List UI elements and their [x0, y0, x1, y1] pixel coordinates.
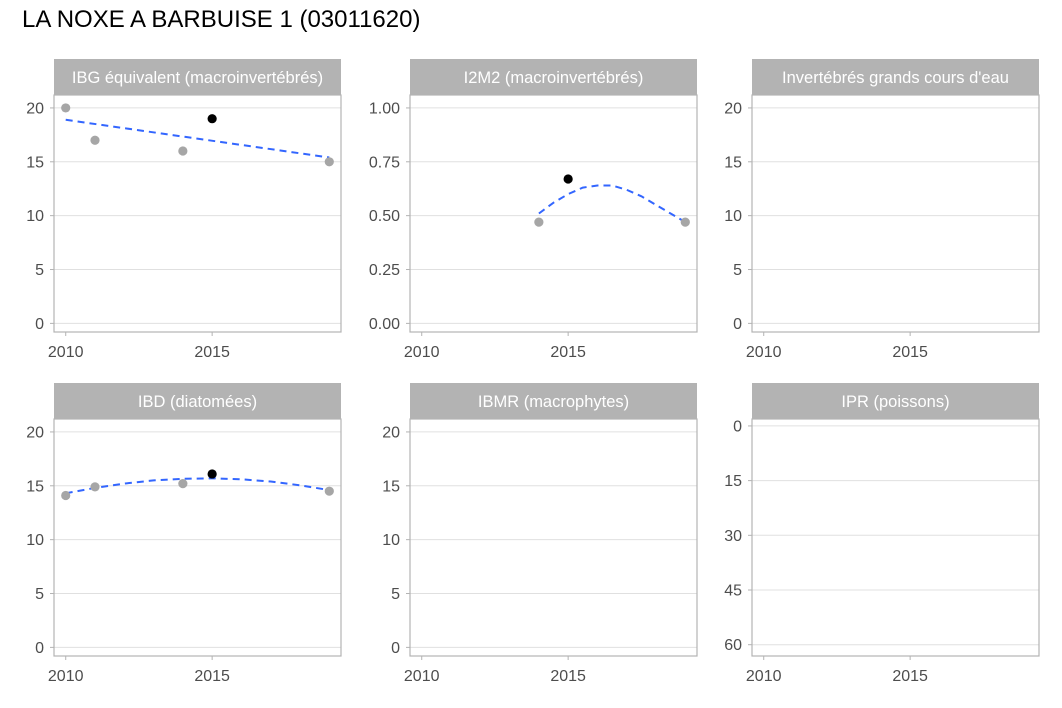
y-tick-label: 15	[26, 478, 44, 495]
facet-title: I2M2 (macroinvertébrés)	[464, 69, 644, 87]
data-point	[178, 479, 188, 489]
x-tick-label: 2010	[746, 344, 782, 361]
facet-strip	[410, 59, 697, 95]
y-tick-label: 10	[724, 208, 742, 225]
y-tick-label: 5	[35, 262, 44, 279]
x-tick-label: 2015	[892, 344, 928, 361]
data-point-highlight	[207, 469, 217, 479]
facet-strip	[752, 59, 1039, 95]
facet-panel: IBMR (macrophytes) 0 5 10 15 20 2010 2015	[382, 383, 698, 685]
y-tick-label: 15	[26, 154, 44, 171]
panel-border	[53, 94, 342, 333]
panel-border	[409, 94, 698, 333]
y-tick-label: 20	[724, 100, 742, 117]
y-tick-label: 20	[26, 100, 44, 117]
y-tick-label: 15	[724, 473, 742, 490]
facet-title: IPR (poissons)	[841, 393, 949, 411]
y-tick-label: 15	[724, 154, 742, 171]
y-tick-label: 30	[724, 528, 742, 545]
facet-panel: I2M2 (macroinvertébrés) 0.00 0.25 0.50 0.75 1…	[369, 59, 698, 361]
y-tick-label: 0.50	[369, 208, 400, 225]
y-tick-label: 60	[724, 637, 742, 654]
data-point	[90, 482, 100, 492]
y-tick-label: 20	[26, 424, 44, 441]
y-tick-label: 45	[724, 583, 742, 600]
facet-title: IBMR (macrophytes)	[478, 393, 629, 411]
facet-title: Invertébrés grands cours d'eau	[782, 69, 1009, 87]
x-tick-label: 2015	[194, 344, 230, 361]
data-point	[61, 103, 71, 113]
y-tick-label: 15	[382, 478, 400, 495]
data-point-highlight	[207, 114, 217, 124]
y-tick-label: 1.00	[369, 100, 400, 117]
data-point	[534, 217, 544, 227]
facet-panel: IBG équivalent (macroinvertébrés) 0 5 10 15 2…	[26, 59, 342, 361]
x-tick-label: 2010	[48, 344, 84, 361]
y-tick-label: 0	[35, 316, 44, 333]
facet-panel: IBD (diatomées) 0 5 10 15 20 2010 2015	[26, 383, 342, 685]
x-tick-label: 2015	[550, 344, 586, 361]
trend-line	[65, 118, 330, 159]
x-tick-label: 2010	[746, 668, 782, 685]
y-tick-label: 0	[733, 316, 742, 333]
x-tick-label: 2010	[404, 344, 440, 361]
y-tick-label: 0.75	[369, 154, 400, 171]
y-tick-label: 20	[382, 424, 400, 441]
y-tick-label: 0.00	[369, 316, 400, 333]
facet-panel: Invertébrés grands cours d'eau 0 5 10 15 20 20…	[724, 59, 1040, 361]
panel-border	[53, 418, 342, 657]
data-point	[680, 217, 690, 227]
data-point	[324, 157, 334, 167]
x-tick-label: 2015	[550, 668, 586, 685]
facet-strip	[54, 383, 341, 419]
x-tick-label: 2010	[404, 668, 440, 685]
panel-border	[751, 418, 1040, 657]
y-tick-label: 5	[391, 586, 400, 603]
y-tick-label: 10	[26, 532, 44, 549]
facet-strip	[752, 383, 1039, 419]
y-tick-label: 5	[733, 262, 742, 279]
trend-line	[538, 184, 686, 223]
y-tick-label: 0	[391, 640, 400, 657]
y-tick-label: 5	[35, 586, 44, 603]
y-tick-label: 10	[382, 532, 400, 549]
x-tick-label: 2010	[48, 668, 84, 685]
data-point	[178, 146, 188, 156]
x-tick-label: 2015	[194, 668, 230, 685]
y-tick-label: 10	[26, 208, 44, 225]
facet-strip	[410, 383, 697, 419]
data-point	[324, 486, 334, 496]
x-tick-label: 2015	[892, 668, 928, 685]
data-point	[90, 135, 100, 145]
facet-title: IBG équivalent (macroinvertébrés)	[72, 69, 323, 87]
facet-strip	[54, 59, 341, 95]
y-tick-label: 0	[733, 418, 742, 435]
panel-border	[751, 94, 1040, 333]
facet-title: IBD (diatomées)	[138, 393, 257, 411]
data-point	[61, 490, 71, 501]
trend-line	[65, 477, 330, 495]
panel-border	[409, 418, 698, 657]
y-tick-label: 0.25	[369, 262, 400, 279]
page-title: LA NOXE A BARBUISE 1 (03011620)	[22, 6, 421, 33]
data-point-highlight	[563, 174, 573, 184]
y-tick-label: 0	[35, 640, 44, 657]
